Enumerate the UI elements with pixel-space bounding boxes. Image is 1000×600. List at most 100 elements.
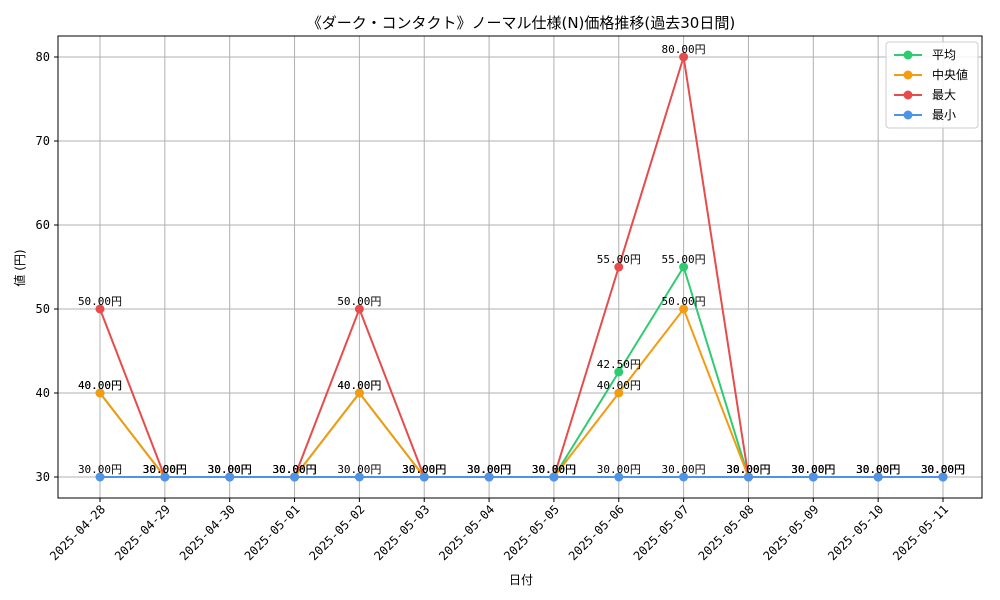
data-label-2: 30.00円 [791,463,835,476]
data-label-2: 30.00円 [208,463,252,476]
data-label-4: 30.00円 [791,463,835,476]
data-label-3: 30.00円 [791,463,835,476]
data-label-3: 30.00円 [208,463,252,476]
series-point-4 [549,472,559,482]
data-label-2: 30.00円 [921,463,965,476]
data-label-2: 30.00円 [272,463,316,476]
data-label-4: 30.00円 [208,463,252,476]
data-label-3: 30.00円 [402,463,446,476]
x-axis-title: 日付 [509,573,533,587]
series-point-4 [225,472,235,482]
data-label-4: 30.00円 [856,463,900,476]
series-point-3 [354,304,364,314]
data-label-4: 30.00円 [921,463,965,476]
y-tick-label: 50 [36,302,50,316]
plot-frame [57,35,983,499]
y-tick-label: 70 [36,134,50,148]
series-point-4 [354,472,364,482]
data-label-1: 30.00円 [791,463,835,476]
data-label-1: 30.00円 [726,463,770,476]
series-point-3 [614,262,624,272]
data-label-2: 30.00円 [856,463,900,476]
data-label-3: 30.00円 [921,463,965,476]
series-point-4 [743,472,753,482]
series-point-1 [679,262,689,272]
data-label-3: 30.00円 [726,463,770,476]
chart-title: 《ダーク・コンタクト》ノーマル仕様(N)価格推移(過去30日間) [307,14,735,32]
axes [57,35,983,499]
data-label-4: 30.00円 [662,463,706,476]
legend-swatch-marker [903,70,913,80]
series-point-4 [938,472,948,482]
series-point-4 [95,472,105,482]
data-label-2: 50.00円 [662,295,706,308]
data-label-3: 30.00円 [856,463,900,476]
data-label-2: 40.00円 [337,379,381,392]
data-label-3: 50.00円 [337,295,381,308]
series-point-4 [614,472,624,482]
data-label-4: 30.00円 [402,463,446,476]
data-label-3: 80.00円 [662,43,706,56]
legend-label: 最小 [932,108,956,122]
data-label-2: 30.00円 [726,463,770,476]
data-label-1: 30.00円 [208,463,252,476]
y-tick-label: 30 [36,470,50,484]
data-label-1: 30.00円 [532,463,576,476]
data-label-1: 55.00円 [662,253,706,266]
series-point-4 [160,472,170,482]
data-label-1: 42.50円 [597,358,641,371]
legend-swatch-marker [903,110,913,120]
data-label-3: 30.00円 [143,463,187,476]
grid [58,36,982,498]
data-label-1: 30.00円 [272,463,316,476]
data-label-3: 30.00円 [532,463,576,476]
data-label-1: 30.00円 [143,463,187,476]
y-axis-title: 値 (円) [12,249,27,286]
y-tick-label: 60 [36,218,50,232]
data-label-1: 40.00円 [78,379,122,392]
series-point-3 [95,304,105,314]
series-points [95,52,948,482]
data-label-4: 30.00円 [726,463,770,476]
series-point-2 [95,388,105,398]
legend-label: 中央値 [932,67,968,82]
data-label-2: 30.00円 [402,463,446,476]
legend-label: 平均 [932,48,956,62]
series-point-2 [679,304,689,314]
data-label-1: 40.00円 [337,379,381,392]
data-label-2: 30.00円 [467,463,511,476]
y-tick-label: 40 [36,386,50,400]
data-label-1: 30.00円 [921,463,965,476]
data-label-4: 30.00円 [272,463,316,476]
data-label-1: 30.00円 [467,463,511,476]
data-label-3: 50.00円 [78,295,122,308]
legend-label: 最大 [932,88,956,102]
data-labels: 40.00円 30.00円 30.00円 30.00円 40.00円 30.00円 30.0… [78,43,965,476]
data-label-2: 40.00円 [78,379,122,392]
series-point-3 [679,52,689,62]
data-label-4: 30.00円 [532,463,576,476]
data-label-2: 30.00円 [532,463,576,476]
series-point-1 [614,367,624,377]
data-label-4: 30.00円 [78,463,122,476]
data-label-1: 30.00円 [856,463,900,476]
data-label-4: 30.00円 [597,463,641,476]
series-point-2 [354,388,364,398]
legend-swatch-marker [903,50,913,60]
data-label-3: 55.00円 [597,253,641,266]
series-point-4 [484,472,494,482]
series-point-4 [808,472,818,482]
legend-box [885,41,979,129]
series-point-4 [419,472,429,482]
series-point-2 [614,388,624,398]
y-tick-label: 80 [36,50,50,64]
data-label-4: 30.00円 [467,463,511,476]
data-label-3: 30.00円 [467,463,511,476]
data-label-4: 30.00円 [337,463,381,476]
data-label-3: 30.00円 [272,463,316,476]
series-lines [99,56,943,478]
data-label-2: 30.00円 [143,463,187,476]
